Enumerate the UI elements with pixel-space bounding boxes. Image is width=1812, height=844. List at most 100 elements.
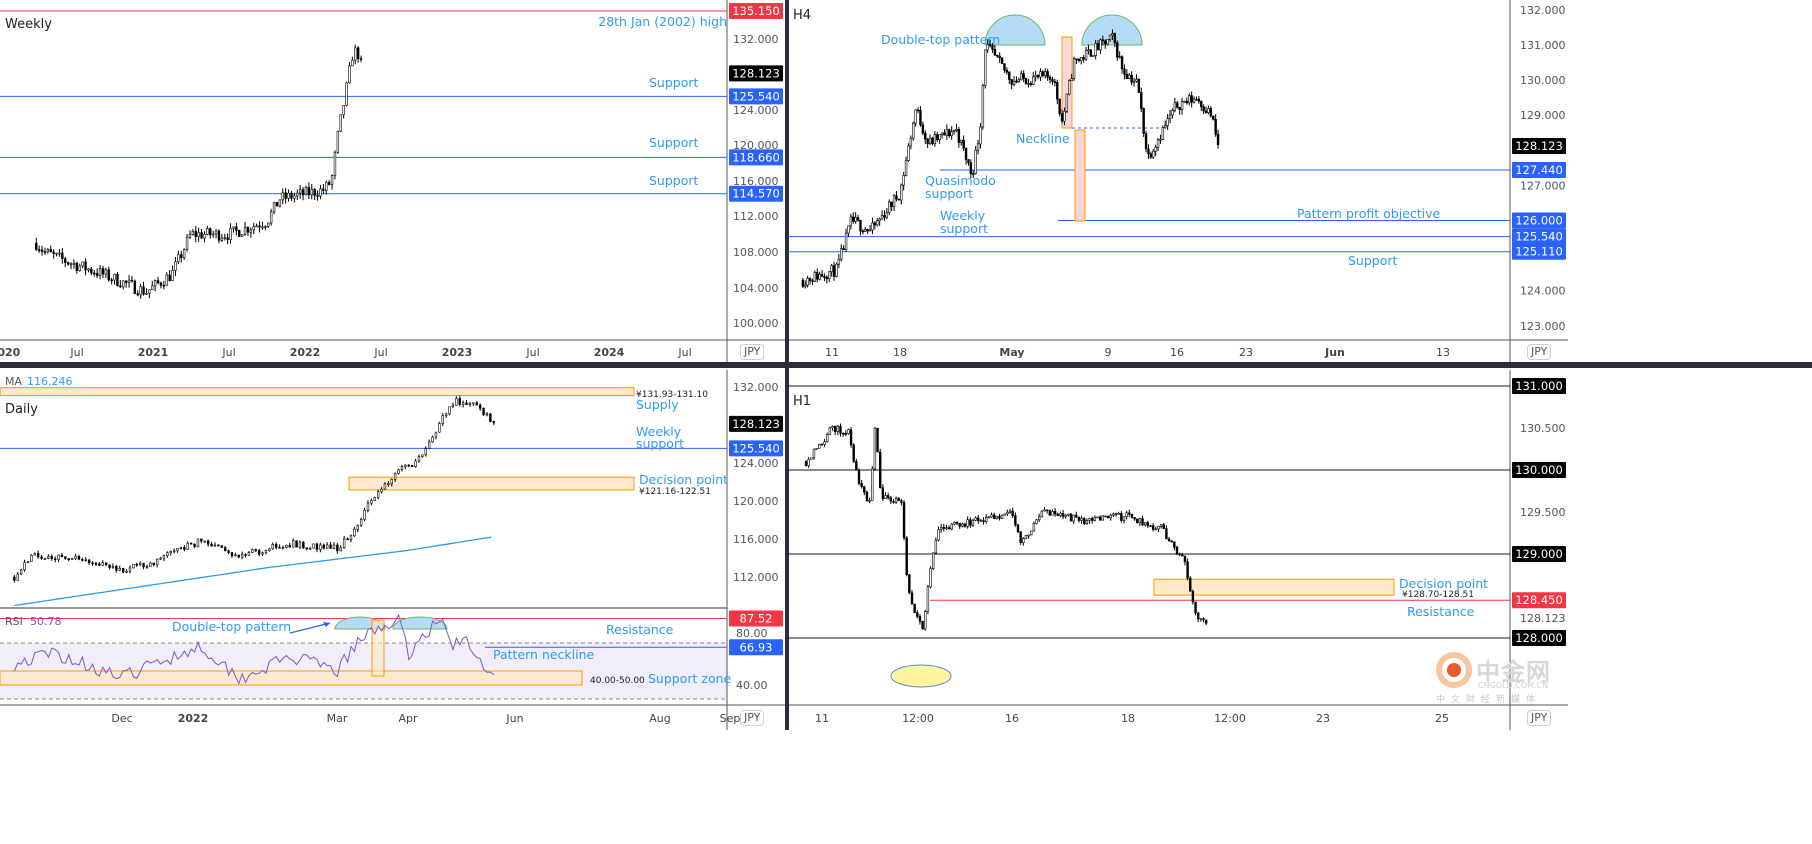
candle-body <box>261 552 264 555</box>
candle <box>213 542 217 547</box>
candle <box>931 136 934 146</box>
candle-body <box>1181 554 1184 557</box>
time-tick: 2023 <box>442 346 473 359</box>
candle <box>902 171 905 191</box>
candle-body <box>74 556 77 559</box>
candle <box>339 545 342 552</box>
candle-body <box>269 211 273 224</box>
candle <box>969 159 973 179</box>
candle-body <box>458 398 461 405</box>
candle-body <box>921 620 924 630</box>
candle <box>322 183 325 194</box>
candle <box>1191 589 1195 605</box>
currency-badge[interactable]: JPY <box>1527 344 1552 360</box>
candle-body <box>156 280 160 284</box>
candle <box>832 261 836 281</box>
candle <box>1059 511 1062 518</box>
candle <box>478 403 482 411</box>
candle <box>13 575 16 583</box>
candle-body <box>252 226 255 231</box>
candle <box>258 221 261 233</box>
currency-badge[interactable]: JPY <box>1527 710 1552 726</box>
candle-body <box>1136 518 1139 523</box>
candle <box>921 620 924 630</box>
candle-body <box>856 217 860 221</box>
candle-body <box>87 268 90 271</box>
candle-body <box>111 566 115 568</box>
candle <box>1085 518 1089 526</box>
candle-body <box>810 457 813 460</box>
candle-body <box>345 82 348 106</box>
time-tick: 16 <box>1170 346 1184 359</box>
price-label-bg <box>729 3 783 20</box>
candle-body <box>807 458 810 466</box>
price-tick: 108.000 <box>733 246 779 259</box>
candle-body <box>861 230 865 233</box>
candle-body <box>950 523 953 530</box>
candle-body <box>313 188 316 196</box>
candle <box>1046 68 1049 81</box>
candle-body <box>979 520 983 522</box>
candle <box>264 225 267 231</box>
candle <box>1045 509 1049 514</box>
candle <box>327 180 331 186</box>
candle <box>839 423 842 437</box>
candle-body <box>1120 513 1123 521</box>
candle-body <box>40 249 44 252</box>
candle-body <box>964 148 968 160</box>
candle-body <box>55 252 58 255</box>
candle-body <box>852 444 855 462</box>
candle-body <box>1197 98 1201 102</box>
candle-body <box>979 126 982 145</box>
currency-badge[interactable]: JPY <box>740 710 765 726</box>
candle <box>873 220 877 230</box>
candle-body <box>1075 58 1078 61</box>
level-annotation: Pattern neckline <box>493 647 595 662</box>
candle-body <box>211 233 215 236</box>
candle <box>868 497 871 504</box>
candle <box>448 406 451 416</box>
candle-body <box>232 226 235 229</box>
candle <box>1061 509 1065 520</box>
candle <box>197 227 200 242</box>
candle <box>984 514 988 524</box>
candle <box>1016 523 1020 534</box>
candle <box>1176 101 1179 109</box>
price-tick: 129.000 <box>1520 109 1566 122</box>
level-annotation: Quasimodo <box>925 173 996 188</box>
candle <box>40 245 44 256</box>
price-label: 87.52 <box>740 611 773 625</box>
candle <box>434 431 438 440</box>
candle-body <box>837 258 841 265</box>
candle <box>1173 97 1177 113</box>
candle-body <box>223 547 227 551</box>
candle-body <box>37 249 41 251</box>
candle-body <box>1112 513 1115 516</box>
candle-body <box>46 249 50 252</box>
candle-body <box>346 538 349 541</box>
candle <box>1006 509 1009 517</box>
currency-badge[interactable]: JPY <box>740 344 765 360</box>
candle-body <box>931 137 934 145</box>
candle-body <box>94 563 98 565</box>
candle-body <box>310 188 313 196</box>
candle <box>815 447 818 450</box>
time-tick: Apr <box>398 712 418 725</box>
candle-body <box>70 558 74 560</box>
candle <box>1118 51 1121 59</box>
price-label: 125.540 <box>732 441 780 455</box>
candle-body <box>124 280 128 283</box>
candle <box>1056 512 1059 517</box>
candle-body <box>847 429 850 435</box>
time-tick: 2021 <box>138 346 169 359</box>
candle <box>81 557 84 562</box>
candle-body <box>871 222 874 231</box>
candle-body <box>840 248 843 260</box>
candle-body <box>888 201 891 213</box>
level-annotation: Support <box>1348 253 1398 268</box>
candle <box>818 271 821 281</box>
candle <box>60 552 64 558</box>
price-tick: 132.000 <box>1520 4 1566 17</box>
candle-body <box>257 550 261 555</box>
